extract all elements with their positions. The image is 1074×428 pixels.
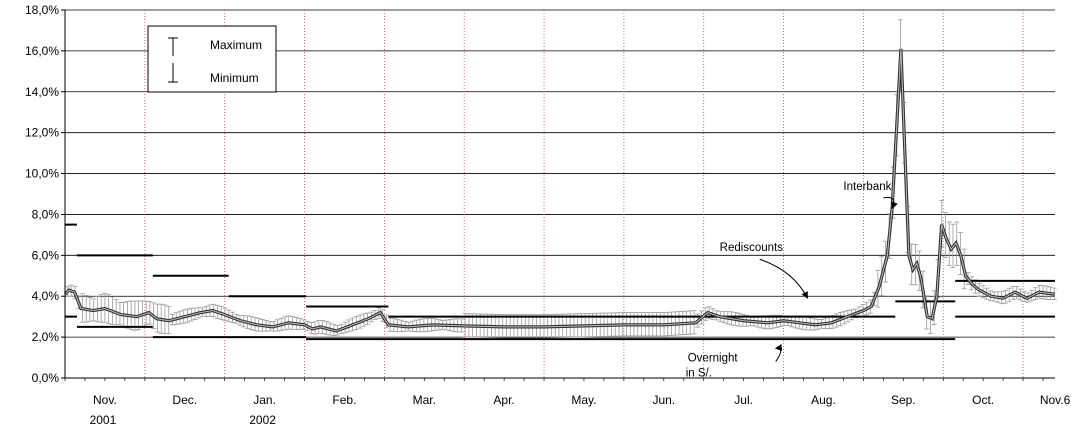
- y-tick-label: 6,0%: [32, 248, 60, 262]
- month-label: Oct.: [972, 393, 994, 407]
- year-label: 2002: [249, 413, 276, 427]
- legend-min-symbol: [168, 63, 178, 83]
- month-label: Jul.: [734, 393, 753, 407]
- overnight-rate-line: [65, 315, 1055, 341]
- month-label: Jan.: [253, 393, 276, 407]
- interbankannotation-label: Interbank: [843, 181, 891, 193]
- overnightannotation-arrow: [774, 344, 783, 362]
- legend-max-label: Maximum: [210, 38, 262, 52]
- rediscount-rate-line: [65, 223, 1055, 318]
- y-tick-label: 2,0%: [32, 330, 60, 344]
- legend-min-label: Minimum: [210, 71, 259, 85]
- legend-max-symbol: [168, 37, 178, 56]
- series-lines: [63, 48, 1056, 341]
- y-tick-label: 18,0%: [25, 3, 59, 17]
- rediscountsannotation-label: Rediscounts: [720, 242, 784, 254]
- month-label: Mar.: [413, 393, 436, 407]
- legend-frame: [147, 25, 277, 93]
- month-label: Aug.: [811, 393, 836, 407]
- interbank-rate-line-inner: [64, 48, 1056, 332]
- month-label: May.: [571, 393, 596, 407]
- month-label: Apr.: [493, 393, 514, 407]
- month-label: Nov.6: [1040, 393, 1071, 407]
- rediscountsannotation-arrow: [759, 258, 808, 299]
- legend-box: Maximum Minimum: [147, 25, 277, 93]
- overnightannotation-label-line2: in S/.: [686, 368, 712, 380]
- y-tick-label: 10,0%: [25, 167, 59, 181]
- annotations: Interbank Rediscounts Overnight in S/.: [686, 181, 898, 380]
- month-label: Jun.: [652, 393, 675, 407]
- axes: 0,0% 2,0% 4,0% 6,0% 8,0% 10,0% 12,0% 14,0% 16,0%…: [25, 3, 1071, 427]
- month-label: Feb.: [332, 393, 356, 407]
- y-tick-label: 14,0%: [25, 85, 59, 99]
- y-tick-label: 12,0%: [25, 126, 59, 140]
- month-label: Nov.: [93, 393, 117, 407]
- y-tick-label: 16,0%: [25, 44, 59, 58]
- month-label: Dec.: [172, 393, 197, 407]
- y-tick-label: 8,0%: [32, 207, 60, 221]
- year-label: 2001: [90, 413, 117, 427]
- y-tick-label: 4,0%: [32, 289, 60, 303]
- y-tick-label: 0,0%: [32, 371, 60, 385]
- overnightannotation-label: Overnight: [688, 353, 739, 365]
- interbankannotation-arrow: [883, 196, 898, 209]
- month-label: Sep.: [891, 393, 916, 407]
